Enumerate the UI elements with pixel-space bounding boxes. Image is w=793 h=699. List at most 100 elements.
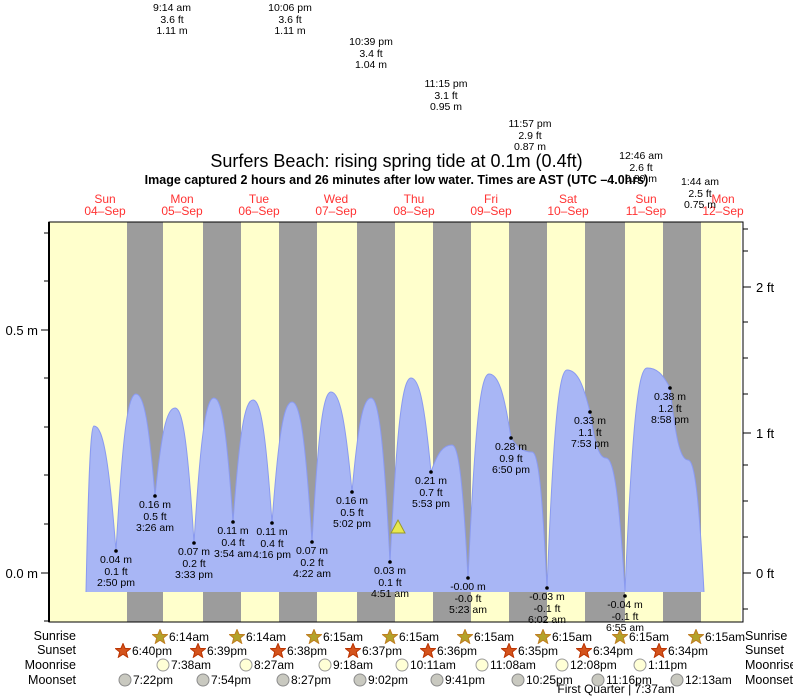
tide-extreme-dot: [668, 386, 672, 390]
high-tide-height-m: 0.75 m: [683, 199, 717, 211]
tide-extreme-dot: [114, 549, 118, 553]
moonset-icon: [276, 673, 290, 687]
sunset-icon: [270, 643, 286, 658]
sunrise-icon: [457, 629, 473, 644]
sunset-entry: 6:36pm: [420, 643, 477, 658]
high-tide-time: 11:15 pm: [424, 78, 468, 90]
high-tide-annotation: 12:46 am 2.6 ft 0.80 m: [593, 150, 689, 186]
high-tide-annotation: 10:39 pm 3.4 ft 1.04 m: [323, 36, 419, 72]
extreme-time: 3:26 am: [136, 522, 174, 534]
day-name: Wed: [323, 192, 349, 206]
moonrise-icon: [239, 658, 253, 672]
sunrise-icon: [535, 629, 551, 644]
moonrise-entry: 11:08am: [475, 658, 536, 672]
high-tide-height-ft: 2.5 ft: [688, 187, 712, 200]
sunrise-entry: 6:15am: [382, 629, 439, 644]
extreme-height-m: 0.21 m: [414, 475, 448, 487]
moonrise-icon: [555, 658, 569, 672]
sunset-entry: 6:34pm: [576, 643, 633, 658]
sunrise-icon: [688, 629, 704, 644]
sunset-entry: 6:35pm: [501, 643, 558, 658]
moonrise-icon: [395, 658, 409, 672]
current-time-marker-icon: [390, 518, 406, 534]
sunset-entry: 6:39pm: [190, 643, 247, 658]
sunset-time: 6:39pm: [207, 643, 248, 658]
day-label: Sat 10–Sep: [530, 193, 606, 217]
astro-row-label-moonrise: Moonrise: [745, 658, 793, 672]
sunset-time: 6:38pm: [287, 643, 328, 658]
extreme-height-ft: 0.2 ft: [182, 557, 206, 570]
moonset-icon: [511, 673, 525, 687]
sunset-entry: 6:38pm: [270, 643, 327, 658]
tide-extreme-annotation: 0.11 m 0.4 ft 3:54 am: [185, 525, 281, 561]
moonrise-time: 12:08pm: [570, 658, 617, 672]
high-tide-height-ft: 2.6 ft: [629, 161, 653, 174]
tide-extreme-dot: [310, 540, 314, 544]
day-date: 06–Sep: [238, 204, 280, 218]
extreme-height-ft: 0.5 ft: [340, 506, 364, 519]
astro-row-label-sunset: Sunset: [745, 643, 784, 657]
high-tide-time: 11:57 pm: [508, 118, 552, 130]
moonset-entry: 7:22pm: [118, 673, 173, 687]
astro-row-label-moonset: Moonset: [28, 673, 76, 687]
sunset-time: 6:36pm: [437, 643, 478, 658]
moonset-entry: 9:02pm: [353, 673, 408, 687]
sunset-icon: [501, 643, 517, 658]
extreme-time: 5:02 pm: [333, 518, 371, 530]
extreme-height-ft: 1.1 ft: [578, 426, 602, 439]
day-name: Mon: [711, 192, 735, 206]
extreme-time: 6:55 am: [606, 622, 644, 634]
moonrise-time: 8:27am: [254, 658, 295, 672]
tide-extreme-dot: [388, 560, 392, 564]
y-axis-label-left: 0.5 m: [5, 323, 38, 338]
moonset-icon: [118, 673, 132, 687]
moonset-icon: [430, 673, 444, 687]
sunset-entry: 6:37pm: [345, 643, 402, 658]
extreme-height-m: 0.07 m: [295, 545, 329, 557]
day-label: Thu 08–Sep: [376, 193, 452, 217]
tide-extreme-dot: [509, 436, 513, 440]
day-name: Sun: [94, 192, 116, 206]
sunrise-entry: 6:15am: [457, 629, 514, 644]
extreme-height-ft: 0.2 ft: [300, 556, 324, 569]
extreme-time: 2:50 pm: [97, 577, 135, 589]
tide-extreme-dot: [623, 594, 627, 598]
extreme-time: 4:22 am: [293, 568, 331, 580]
extreme-height-ft: 0.1 ft: [378, 576, 402, 589]
y-axis-label-left: 0.0 m: [5, 566, 38, 581]
moonset-time: 9:02pm: [368, 673, 409, 687]
extreme-height-ft: -0.1 ft: [611, 610, 639, 623]
tide-extreme-dot: [545, 586, 549, 590]
high-tide-height-ft: 3.6 ft: [160, 13, 184, 26]
extreme-time: 4:16 pm: [253, 549, 291, 561]
extreme-time: 3:54 am: [214, 548, 252, 560]
moonrise-entry: 1:11pm: [633, 658, 687, 672]
tide-extreme-dot: [270, 521, 274, 525]
tide-extreme-annotation: 0.16 m 0.5 ft 5:02 pm: [304, 495, 400, 531]
moon-phase-note: First Quarter | 7:37am: [557, 682, 675, 696]
sunset-icon: [576, 643, 592, 658]
tide-extreme-annotation: 0.07 m 0.2 ft 3:33 pm: [146, 546, 242, 582]
high-tide-annotation: 10:06 pm 3.6 ft 1.11 m: [242, 2, 338, 38]
day-name: Thu: [403, 192, 425, 206]
astro-row-label-sunrise: Sunrise: [33, 629, 76, 643]
extreme-height-ft: 0.5 ft: [143, 510, 167, 523]
tide-extreme-annotation: 0.33 m 1.1 ft 7:53 pm: [542, 415, 638, 451]
sunrise-entry: 6:15am: [688, 629, 745, 644]
moonrise-icon: [475, 658, 489, 672]
sunrise-icon: [152, 629, 168, 644]
extreme-height-m: 0.28 m: [494, 441, 528, 453]
moonset-entry: 7:54pm: [196, 673, 251, 687]
high-tide-height-m: 1.04 m: [354, 59, 388, 71]
sunrise-entry: 6:15am: [612, 629, 669, 644]
extreme-height-m: -0.00 m: [450, 581, 486, 593]
high-tide-time: 12:46 am: [619, 150, 663, 162]
moonset-time: 11:16pm: [606, 673, 652, 687]
tide-extreme-annotation: 0.38 m 1.2 ft 8:58 pm: [622, 391, 718, 427]
moonrise-time: 11:08am: [490, 658, 536, 672]
extreme-height-ft: 1.2 ft: [658, 402, 682, 415]
extreme-time: 6:02 am: [528, 614, 566, 626]
tide-extreme-dot: [588, 410, 592, 414]
page-title: Surfers Beach: rising spring tide at 0.1…: [210, 151, 583, 171]
